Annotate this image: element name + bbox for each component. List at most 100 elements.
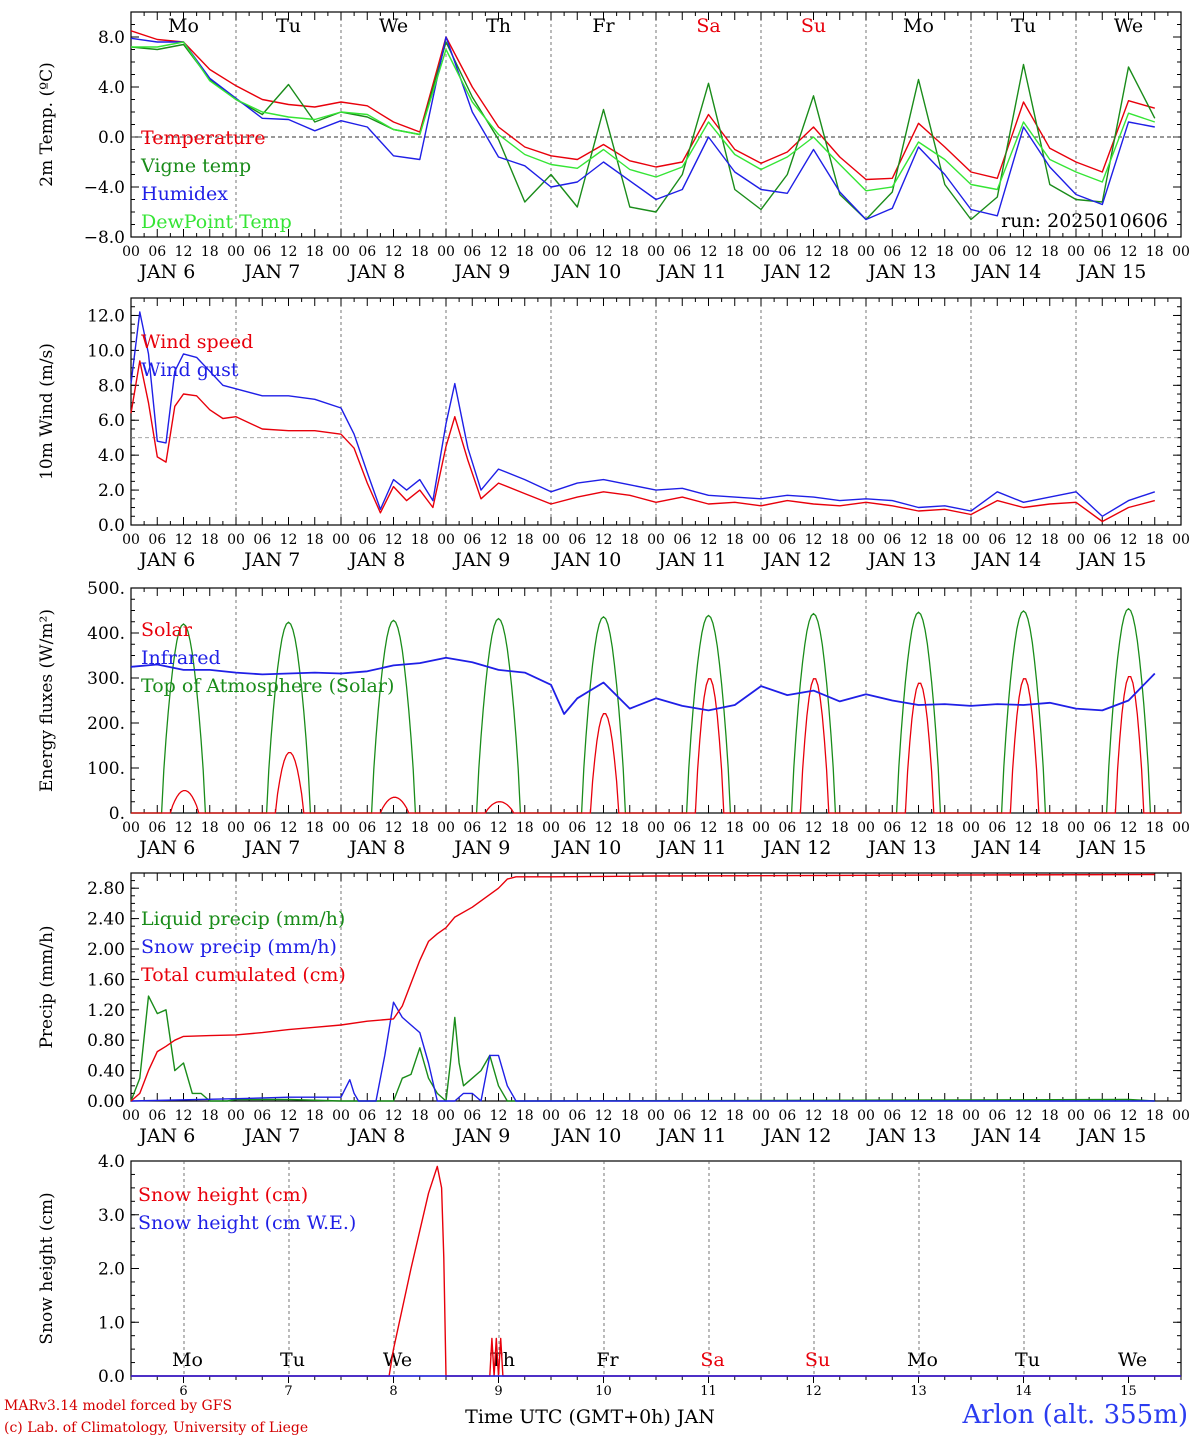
- hour-tick-label: 18: [621, 244, 639, 260]
- legend-entry: Temperature: [141, 127, 265, 149]
- hour-tick-label: 18: [621, 1108, 639, 1124]
- date-label: JAN 7: [242, 549, 300, 571]
- date-label: JAN 13: [866, 261, 936, 283]
- hour-tick-label: 06: [463, 532, 481, 548]
- hour-tick-label: 06: [358, 532, 376, 548]
- hour-tick-label: 00: [227, 244, 245, 260]
- hour-tick-label: 12: [280, 244, 298, 260]
- hour-tick-label: 12: [805, 1108, 823, 1124]
- date-label: JAN 13: [866, 1125, 936, 1147]
- date-label: JAN 13: [866, 837, 936, 859]
- hour-tick-label: 00: [857, 244, 875, 260]
- hour-tick-label: 12: [1015, 1108, 1033, 1124]
- hour-tick-label: 00: [332, 532, 350, 548]
- legend-entry: Total cumulated (cm): [141, 964, 346, 986]
- hour-tick-label: 12: [385, 244, 403, 260]
- hour-tick-label: 00: [332, 1108, 350, 1124]
- x-axis-label: Time UTC (GMT+0h) JAN: [465, 1406, 715, 1428]
- hour-tick-label: 12: [910, 1108, 928, 1124]
- hour-tick-label: 06: [253, 1108, 271, 1124]
- date-label: JAN 6: [137, 261, 195, 283]
- hour-tick-label: 12: [490, 1108, 508, 1124]
- y-tick-label: 8.0: [98, 28, 125, 48]
- hour-tick-label: 12: [700, 532, 718, 548]
- hour-tick-label: 18: [1146, 820, 1164, 836]
- series-line-solar: [131, 675, 1181, 814]
- hour-tick-label: 12: [595, 532, 613, 548]
- date-label: JAN 15: [1076, 549, 1146, 571]
- hour-tick-label: 12: [490, 820, 508, 836]
- date-label: JAN 9: [452, 549, 510, 571]
- hour-tick-label: 18: [201, 1108, 219, 1124]
- hour-tick-label: 18: [516, 820, 534, 836]
- weekday-label: Mo: [907, 1349, 938, 1371]
- hour-tick-label: 06: [673, 820, 691, 836]
- hour-tick-label: 06: [883, 820, 901, 836]
- hour-tick-label: 12: [1120, 1108, 1138, 1124]
- hour-tick-label: 06: [988, 1108, 1006, 1124]
- hour-tick-label: 12: [805, 244, 823, 260]
- y-axis-label: 10m Wind (m/s): [37, 343, 57, 480]
- weekday-label: Tu: [1011, 15, 1036, 37]
- hour-tick-label: 06: [988, 820, 1006, 836]
- hour-tick-label: 12: [595, 244, 613, 260]
- hour-tick-label: 18: [201, 244, 219, 260]
- hour-tick-label: 00: [227, 1108, 245, 1124]
- date-label: JAN 9: [452, 1125, 510, 1147]
- hour-tick-label: 12: [910, 820, 928, 836]
- hour-tick-label: 18: [411, 1108, 429, 1124]
- date-label: JAN 10: [551, 261, 621, 283]
- hour-tick-label: 18: [306, 1108, 324, 1124]
- y-tick-label: 500.: [87, 579, 125, 599]
- plot-frame: [130, 11, 1182, 238]
- date-label: JAN 15: [1076, 261, 1146, 283]
- y-tick-label: 1.0: [98, 1313, 125, 1333]
- hour-tick-label: 12: [280, 532, 298, 548]
- series-line-total-cumulated-cm: [130, 873, 1155, 1102]
- date-label: JAN 7: [242, 261, 300, 283]
- hour-tick-label: 06: [883, 1108, 901, 1124]
- hour-tick-label: 00: [647, 532, 665, 548]
- hour-tick-label: 00: [122, 820, 140, 836]
- legend-entry: Infrared: [141, 647, 221, 669]
- hour-tick-label: 00: [1067, 244, 1085, 260]
- date-label: JAN 12: [761, 261, 831, 283]
- series-line-wind-speed: [130, 360, 1155, 523]
- series-line-infrared: [130, 656, 1156, 715]
- legend-entry: Snow height (cm): [138, 1184, 308, 1206]
- hour-tick-label: 18: [621, 820, 639, 836]
- y-tick-label: 0.40: [87, 1062, 125, 1082]
- date-label: JAN 14: [971, 837, 1041, 859]
- hour-tick-label: 12: [1015, 244, 1033, 260]
- hour-tick-label: 18: [831, 1108, 849, 1124]
- hour-tick-label: 00: [437, 1108, 455, 1124]
- hour-tick-label: 18: [1041, 820, 1059, 836]
- date-label: JAN 15: [1076, 1125, 1146, 1147]
- legend-entry: Humidex: [141, 183, 228, 205]
- hour-tick-label: 00: [542, 820, 560, 836]
- hour-tick-label: 00: [857, 532, 875, 548]
- hour-tick-label: 12: [700, 820, 718, 836]
- day-number-label: 7: [284, 1384, 292, 1399]
- hour-tick-label: 06: [148, 1108, 166, 1124]
- hour-tick-label: 18: [1041, 1108, 1059, 1124]
- hour-tick-label: 00: [1172, 820, 1190, 836]
- hour-tick-label: 00: [542, 244, 560, 260]
- date-label: JAN 7: [242, 1125, 300, 1147]
- hour-tick-label: 00: [1172, 244, 1190, 260]
- hour-tick-label: 06: [148, 820, 166, 836]
- y-tick-label: 0.0: [98, 128, 125, 148]
- hour-tick-label: 18: [726, 1108, 744, 1124]
- hour-tick-label: 12: [175, 820, 193, 836]
- hour-tick-label: 18: [831, 532, 849, 548]
- hour-tick-label: 12: [385, 1108, 403, 1124]
- y-tick-label: 4.0: [98, 1152, 125, 1172]
- y-tick-label: 4.0: [98, 78, 125, 98]
- y-tick-label: 4.0: [98, 446, 125, 466]
- hour-tick-label: 00: [752, 1108, 770, 1124]
- hour-tick-label: 12: [805, 820, 823, 836]
- date-label: JAN 14: [971, 549, 1041, 571]
- hour-tick-label: 18: [726, 244, 744, 260]
- y-tick-label: 2.00: [87, 940, 125, 960]
- hour-tick-label: 00: [437, 244, 455, 260]
